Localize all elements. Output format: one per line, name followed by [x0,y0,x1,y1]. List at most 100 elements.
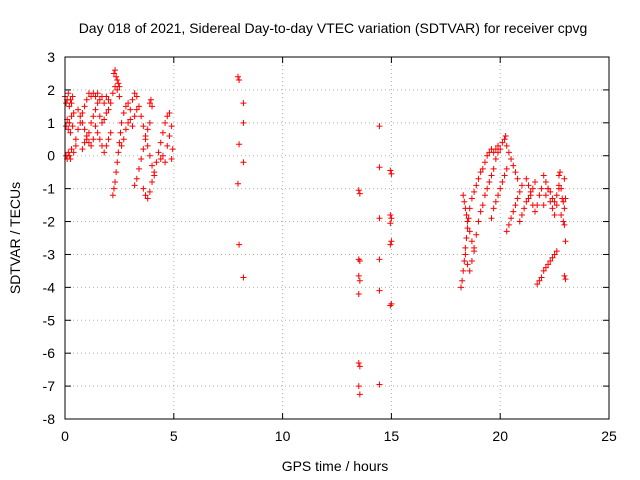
data-point [140,146,147,153]
data-point [529,185,536,192]
data-point [551,251,558,258]
data-point [103,93,110,100]
x-tick-label: 10 [275,428,291,444]
data-point [144,126,151,133]
data-point [103,109,110,116]
data-point [492,198,499,205]
data-point [107,100,114,107]
data-point [466,228,473,235]
data-point [534,281,541,288]
data-point [149,162,156,169]
data-point [65,149,72,156]
data-point [356,190,363,197]
y-tick-label: -6 [43,345,56,361]
data-point [376,215,383,222]
data-point [92,123,99,130]
data-point [388,170,395,177]
data-point [138,113,145,120]
data-point [72,136,79,143]
data-point [98,119,105,126]
data-point [481,192,488,199]
data-point [479,202,486,209]
data-point [551,211,558,218]
data-point [68,146,75,153]
data-point [125,119,132,126]
data-point [488,215,495,222]
data-point [466,267,473,274]
data-point [114,77,121,84]
data-point [133,175,140,182]
data-point [505,221,512,228]
data-point [118,119,125,126]
data-point [240,159,247,166]
data-point [475,218,482,225]
data-point [114,86,121,93]
data-point [521,205,528,212]
data-point [146,100,153,107]
data-point [468,195,475,202]
data-point [503,142,510,149]
data-point [561,175,568,182]
data-point [159,129,166,136]
data-point [81,139,88,146]
y-tick-label: -1 [43,181,56,197]
y-tick-label: 3 [47,49,55,65]
data-point [495,142,502,149]
data-point [473,182,480,189]
data-point [127,106,134,113]
x-axis-label: GPS time / hours [282,458,389,474]
data-point [376,256,383,263]
data-point [481,159,488,166]
data-point [484,152,491,159]
data-point [549,195,556,202]
data-point [168,156,175,163]
data-point [67,129,74,136]
data-point [464,261,471,268]
data-point [508,215,515,222]
data-point [499,139,506,146]
data-point [464,225,471,232]
data-point [553,248,560,255]
y-tick-label: -3 [43,246,56,262]
data-point [376,381,383,388]
data-point [525,195,532,202]
data-point [113,73,120,80]
data-point [67,156,74,163]
data-point [81,126,88,133]
data-point [490,165,497,172]
x-tick-label: 15 [384,428,400,444]
data-point [492,156,499,163]
data-point [122,126,129,133]
data-point [240,100,247,107]
data-point [79,119,86,126]
data-point [490,205,497,212]
data-point [477,208,484,215]
data-point [133,106,140,113]
data-point [514,195,521,202]
data-point [523,198,530,205]
data-point [133,93,140,100]
data-point [69,123,76,130]
data-point [555,172,562,179]
data-point [120,109,127,116]
chart-title: Day 018 of 2021, Sidereal Day-to-day VTE… [79,20,588,36]
data-point [542,264,549,271]
data-point [536,192,543,199]
data-point [355,187,362,194]
data-point [118,142,125,149]
data-point [146,152,153,159]
data-point [240,119,247,126]
data-point [96,96,103,103]
data-point [115,149,122,156]
y-tick-label: 0 [47,148,55,164]
data-point [497,185,504,192]
data-point [116,139,123,146]
data-points [62,67,569,398]
data-point [83,96,90,103]
data-point [473,231,480,238]
data-point [356,258,363,265]
data-point [512,169,519,176]
data-point [109,192,116,199]
x-tick-label: 25 [601,428,617,444]
